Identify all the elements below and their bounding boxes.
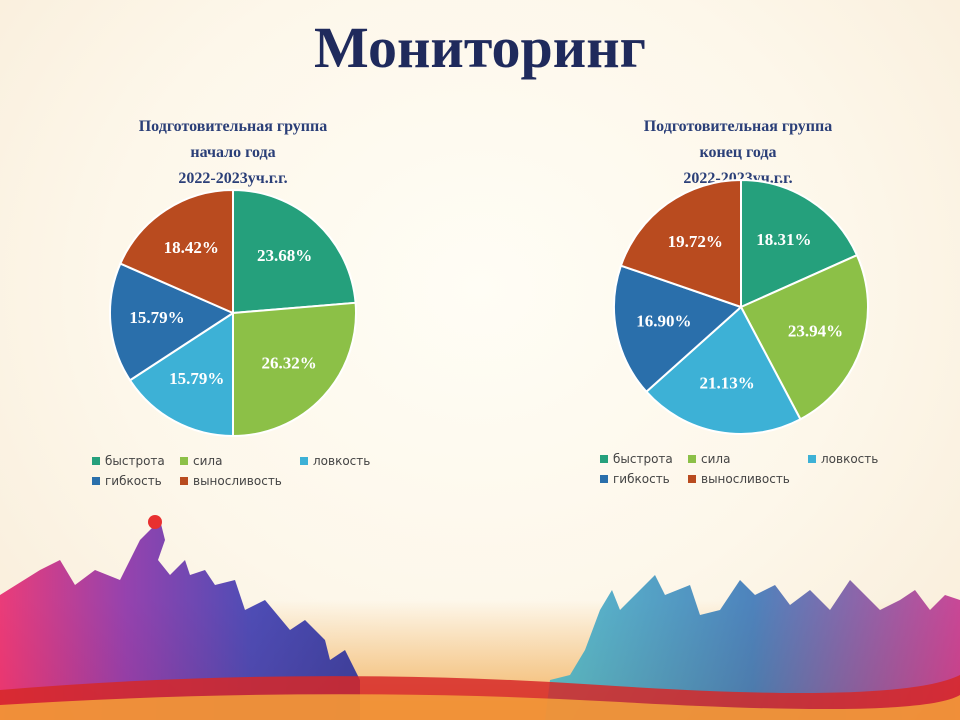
- legend-item: сила: [688, 452, 730, 466]
- pie-chart-start-of-year: 23.68% 26.32% 15.79% 15.79% 18.42%: [109, 188, 357, 438]
- pie-data-label: 16.90%: [636, 311, 691, 330]
- legend-swatch: [600, 475, 608, 483]
- legend-label: сила: [193, 454, 223, 468]
- legend-item: гибкость: [92, 474, 162, 488]
- pie-slice-0-0: [232, 188, 357, 315]
- chart-title-start-of-year: Подготовительная группа начало года 2022…: [78, 114, 388, 192]
- legend-swatch: [600, 455, 608, 463]
- legend-item: сила: [180, 454, 222, 468]
- pie-slice-1-3: [613, 264, 743, 394]
- pie-slice-1-1: [739, 253, 869, 421]
- legend-end-of-year: быстрота сила ловкость гибкость выносливость: [600, 452, 900, 492]
- legend-item: быстрота: [600, 452, 673, 466]
- pie-data-label: 15.79%: [129, 308, 184, 327]
- pie-slice-1-2: [644, 305, 802, 435]
- crowd-silhouette-illustration: [0, 515, 960, 720]
- legend-label: быстрота: [613, 452, 673, 466]
- legend-item: ловкость: [808, 452, 878, 466]
- legend-item: выносливость: [688, 472, 790, 486]
- legend-start-of-year: быстрота сила ловкость гибкость выносливость: [92, 454, 392, 494]
- legend-label: ловкость: [313, 454, 371, 468]
- legend-item: выносливость: [180, 474, 282, 488]
- pie-slice-0-3: [109, 262, 236, 382]
- chart-title-line: 2022-2023уч.г.г.: [178, 170, 288, 187]
- legend-label: гибкость: [613, 472, 670, 486]
- chart-title-line: Подготовительная группа: [643, 118, 833, 135]
- pie-slice-0-2: [128, 311, 234, 438]
- legend-swatch: [688, 475, 696, 483]
- red-ribbon-decoration: [0, 675, 960, 720]
- pie-slice-1-0: [740, 178, 859, 309]
- pie-data-label: 18.42%: [164, 238, 219, 257]
- pie-data-label: 19.72%: [668, 232, 723, 251]
- legend-label: быстрота: [105, 454, 165, 468]
- legend-item: гибкость: [600, 472, 670, 486]
- pie-data-label: 21.13%: [700, 373, 755, 392]
- legend-swatch: [180, 457, 188, 465]
- legend-label: ловкость: [821, 452, 879, 466]
- chart-title-line: начало года: [190, 144, 276, 161]
- pie-data-label: 23.68%: [257, 246, 312, 265]
- pie-chart-end-of-year: 18.31% 23.94% 21.13% 16.90% 19.72%: [613, 178, 869, 435]
- legend-item: ловкость: [300, 454, 370, 468]
- chart-title-line: конец года: [699, 144, 777, 161]
- slide-title: Мониторинг: [314, 15, 646, 80]
- legend-label: гибкость: [105, 474, 162, 488]
- legend-swatch: [92, 477, 100, 485]
- pie-data-label: 18.31%: [756, 230, 811, 249]
- pie-slice-0-4: [119, 188, 234, 315]
- legend-swatch: [180, 477, 188, 485]
- legend-swatch: [688, 455, 696, 463]
- legend-swatch: [300, 457, 308, 465]
- pie-data-label: 26.32%: [261, 354, 316, 373]
- legend-item: быстрота: [92, 454, 165, 468]
- legend-swatch: [808, 455, 816, 463]
- pie-data-label: 23.94%: [788, 322, 843, 341]
- chart-title-line: Подготовительная группа: [138, 118, 328, 135]
- legend-label: сила: [701, 452, 731, 466]
- legend-label: выносливость: [701, 472, 790, 486]
- pie-slice-0-1: [232, 301, 357, 438]
- pie-slice-1-4: [619, 178, 742, 309]
- legend-swatch: [92, 457, 100, 465]
- pie-data-label: 15.79%: [169, 369, 224, 388]
- legend-label: выносливость: [193, 474, 282, 488]
